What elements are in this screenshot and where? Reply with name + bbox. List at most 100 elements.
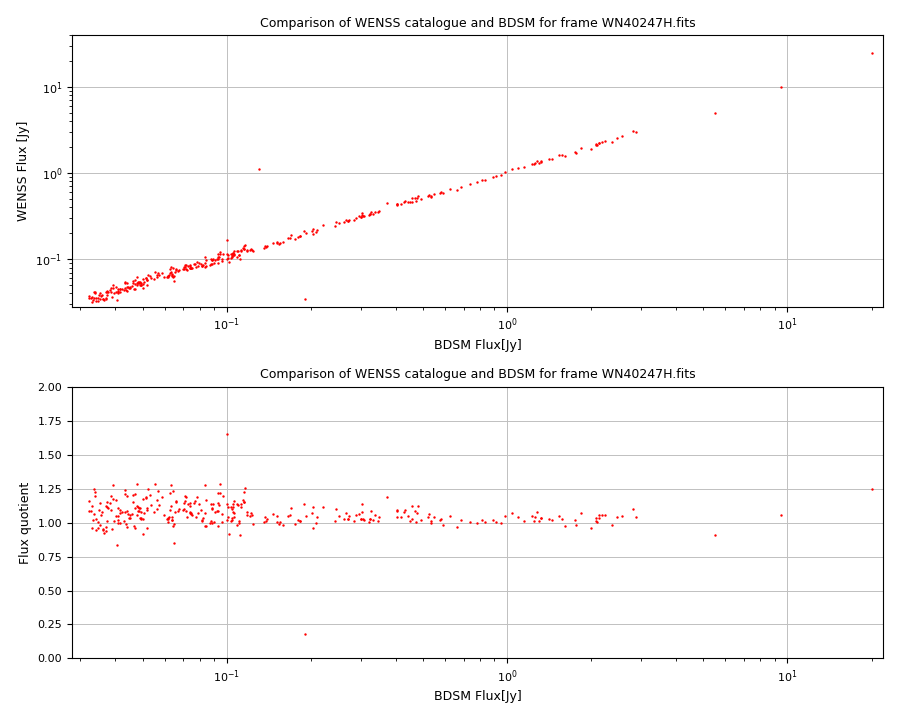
Point xyxy=(486,171,500,182)
Point xyxy=(98,521,112,533)
Point xyxy=(372,205,386,217)
Point xyxy=(179,259,194,271)
Point xyxy=(212,499,227,510)
Point xyxy=(237,240,251,252)
Point xyxy=(288,233,302,244)
Point xyxy=(160,271,175,282)
Point xyxy=(450,184,464,195)
Point xyxy=(707,529,722,541)
Point xyxy=(774,510,788,521)
Point xyxy=(131,276,146,288)
Point xyxy=(222,256,237,267)
Point xyxy=(161,516,176,528)
Point xyxy=(237,243,251,254)
Point xyxy=(137,276,151,288)
Point xyxy=(380,491,394,503)
Point xyxy=(108,510,122,522)
Point xyxy=(163,504,177,516)
Point xyxy=(194,516,209,527)
Point xyxy=(181,261,195,272)
Point xyxy=(214,253,229,264)
Point xyxy=(160,513,175,524)
Point xyxy=(270,516,284,527)
Point xyxy=(470,517,484,528)
Point xyxy=(95,289,110,300)
Point xyxy=(205,517,220,528)
Point xyxy=(104,286,118,297)
Point xyxy=(115,507,130,518)
Point xyxy=(259,241,274,253)
Point xyxy=(281,510,295,521)
Point xyxy=(99,293,113,305)
Point xyxy=(567,145,581,157)
Point xyxy=(372,511,386,523)
Point xyxy=(230,498,244,510)
Point xyxy=(528,511,543,523)
Point xyxy=(132,276,147,288)
Point xyxy=(163,487,177,499)
Point xyxy=(131,277,146,289)
Point xyxy=(96,294,111,306)
Point xyxy=(404,196,419,207)
Point xyxy=(141,484,156,495)
Point xyxy=(184,508,198,519)
Point xyxy=(163,264,177,275)
Point xyxy=(202,517,217,528)
Point xyxy=(207,506,221,518)
Point xyxy=(109,282,123,293)
Point xyxy=(239,510,254,521)
Point xyxy=(171,265,185,276)
Y-axis label: WENSS Flux [Jy]: WENSS Flux [Jy] xyxy=(17,121,30,221)
Point xyxy=(332,510,347,522)
Point xyxy=(89,525,104,536)
Point xyxy=(90,523,104,534)
Point xyxy=(190,256,204,268)
Point xyxy=(140,274,155,286)
Point xyxy=(86,294,101,305)
Point xyxy=(348,510,363,521)
Point xyxy=(125,280,140,292)
Point xyxy=(410,192,424,204)
Point xyxy=(252,163,266,175)
Point xyxy=(271,238,285,249)
Point xyxy=(222,528,237,539)
Point xyxy=(161,271,176,283)
Point xyxy=(139,272,153,284)
Point xyxy=(534,156,548,167)
Point xyxy=(227,495,241,507)
Point xyxy=(187,498,202,509)
Point xyxy=(133,513,148,524)
Point xyxy=(230,500,245,511)
Point xyxy=(193,257,207,269)
Point xyxy=(149,503,164,515)
Point xyxy=(104,523,119,535)
Point xyxy=(427,188,441,199)
Point xyxy=(355,209,369,220)
Point xyxy=(356,513,371,525)
Point xyxy=(367,206,382,217)
Point xyxy=(167,276,182,287)
Point xyxy=(122,282,137,294)
Point xyxy=(176,264,191,275)
Point xyxy=(166,485,181,497)
Point xyxy=(225,503,239,515)
Point xyxy=(292,230,307,242)
Point xyxy=(592,138,607,149)
Point xyxy=(183,262,197,274)
Point xyxy=(220,511,235,523)
Point xyxy=(398,505,412,516)
Point xyxy=(122,282,137,293)
Point xyxy=(405,192,419,204)
Point xyxy=(86,522,100,534)
Point xyxy=(542,153,556,165)
Point xyxy=(569,519,583,531)
Point xyxy=(203,498,218,510)
Point xyxy=(165,514,179,526)
Point xyxy=(238,240,252,251)
Point xyxy=(177,495,192,506)
Point xyxy=(474,174,489,186)
Point xyxy=(160,512,175,523)
Point xyxy=(104,505,118,516)
Point xyxy=(120,490,134,502)
Point xyxy=(183,506,197,518)
